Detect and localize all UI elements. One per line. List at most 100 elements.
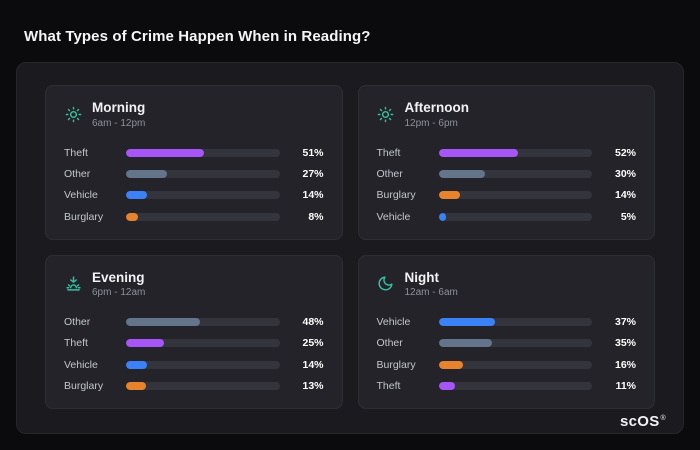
bar-row: Vehicle 37% [377,312,637,332]
bar-fill [126,382,146,390]
bar-track [126,382,280,390]
bar-label: Other [376,167,403,180]
bar-track [438,360,592,369]
bar-row: Burglary 8% [64,207,324,227]
bar-fill [126,318,200,327]
bar-fill [438,148,519,157]
cards-grid: Morning 6am - 12pm Theft 51% Other [45,85,655,409]
bar-label: Theft [376,146,401,159]
dashboard-panel: Morning 6am - 12pm Theft 51% Other [16,62,684,434]
bar-label: Other [376,337,403,350]
bar-track [438,318,592,327]
bar-track [126,191,280,200]
bar-row: Vehicle 14% [64,185,324,205]
bar-label: Vehicle [376,316,411,329]
bar-track [126,148,280,157]
bar-value: 25% [302,337,324,350]
bar-fill [126,191,148,200]
bar-row: Other 27% [64,164,324,184]
page-title: What Types of Crime Happen When in Readi… [24,28,371,45]
card-header: Evening 6pm - 12am [64,269,324,299]
card-header: Morning 6am - 12pm [64,100,324,129]
bar-row: Vehicle 5% [377,207,637,227]
sun-icon [64,105,82,123]
card-subtitle: 6am - 12pm [92,117,146,129]
bar-value: 51% [302,146,324,159]
bar-label: Other [64,167,91,180]
bar-fill [438,382,456,390]
bar-rows: Theft 51% Other 27% Vehicl [64,141,324,227]
bar-row: Theft 51% [64,143,324,163]
bar-value: 8% [308,210,324,223]
bar-rows: Theft 52% Other 30% Burgla [377,141,637,227]
bar-label: Vehicle [376,210,411,223]
bar-fill [126,148,205,157]
bar-row: Theft 52% [377,143,637,163]
card-title: Evening [92,269,145,285]
bar-track [126,169,280,178]
bar-track [438,382,592,390]
card-title: Night [404,269,440,285]
card-subtitle: 6pm - 12am [92,287,146,299]
bar-value: 52% [614,146,636,159]
card-subtitle: 12pm - 6pm [404,117,458,129]
card-night: Night 12am - 6am Vehicle 37% Other [357,254,655,409]
bar-row: Burglary 14% [377,185,637,205]
bar-rows: Vehicle 37% Other 35% Burg [377,310,637,396]
bar-value: 5% [620,210,636,223]
bar-value: 14% [614,189,636,202]
bar-label: Theft [64,146,88,159]
card-afternoon: Afternoon 12pm - 6pm Theft 52% Other [357,85,655,240]
bar-row: Burglary 16% [377,355,637,375]
bar-value: 37% [614,316,636,329]
bar-fill [126,339,165,348]
bar-value: 14% [302,189,324,202]
bar-label: Burglary [64,210,104,223]
bar-track [438,169,592,178]
bar-label: Burglary [376,189,416,202]
bar-fill [126,169,168,178]
bar-rows: Other 48% Theft 25% Vehicl [64,310,324,396]
bar-track [126,360,280,369]
bar-fill [126,360,148,369]
bar-track [126,339,280,348]
bar-label: Vehicle [64,358,98,371]
bar-fill [438,360,464,369]
bar-row: Theft 25% [64,333,324,353]
bar-row: Burglary 13% [64,376,324,396]
bar-fill [438,191,460,200]
bar-row: Vehicle 14% [64,355,324,375]
bar-label: Burglary [64,380,104,392]
bar-track [438,148,592,157]
bar-value: 30% [614,167,636,180]
card-header: Afternoon 12pm - 6pm [377,100,637,129]
bar-value: 14% [302,358,324,371]
bar-label: Other [64,316,91,329]
bar-value: 48% [302,316,324,329]
scos-logo-text: scOS [619,413,660,430]
bar-fill [438,169,485,178]
bar-fill [126,212,139,221]
bar-label: Theft [64,337,88,350]
bar-track [126,318,280,327]
moon-icon [377,275,395,293]
bar-value: 13% [302,380,324,392]
card-evening: Evening 6pm - 12am Other 48% Theft [45,254,343,409]
bar-label: Theft [376,380,401,392]
card-title: Morning [92,100,146,115]
bar-track [126,212,280,221]
card-morning: Morning 6am - 12pm Theft 51% Other [45,85,343,240]
bar-label: Vehicle [64,189,98,202]
bar-row: Other 48% [64,312,324,332]
bar-fill [438,339,493,348]
bar-label: Burglary [376,358,416,371]
bar-value: 27% [302,167,324,180]
bar-row: Other 35% [377,333,637,353]
registered-trademark-mark: ® [660,415,666,422]
sunset-icon [64,275,82,293]
bar-value: 16% [614,358,636,371]
card-title: Afternoon [404,100,470,115]
card-subtitle: 12am - 6am [404,287,458,299]
bar-row: Other 30% [377,164,637,184]
